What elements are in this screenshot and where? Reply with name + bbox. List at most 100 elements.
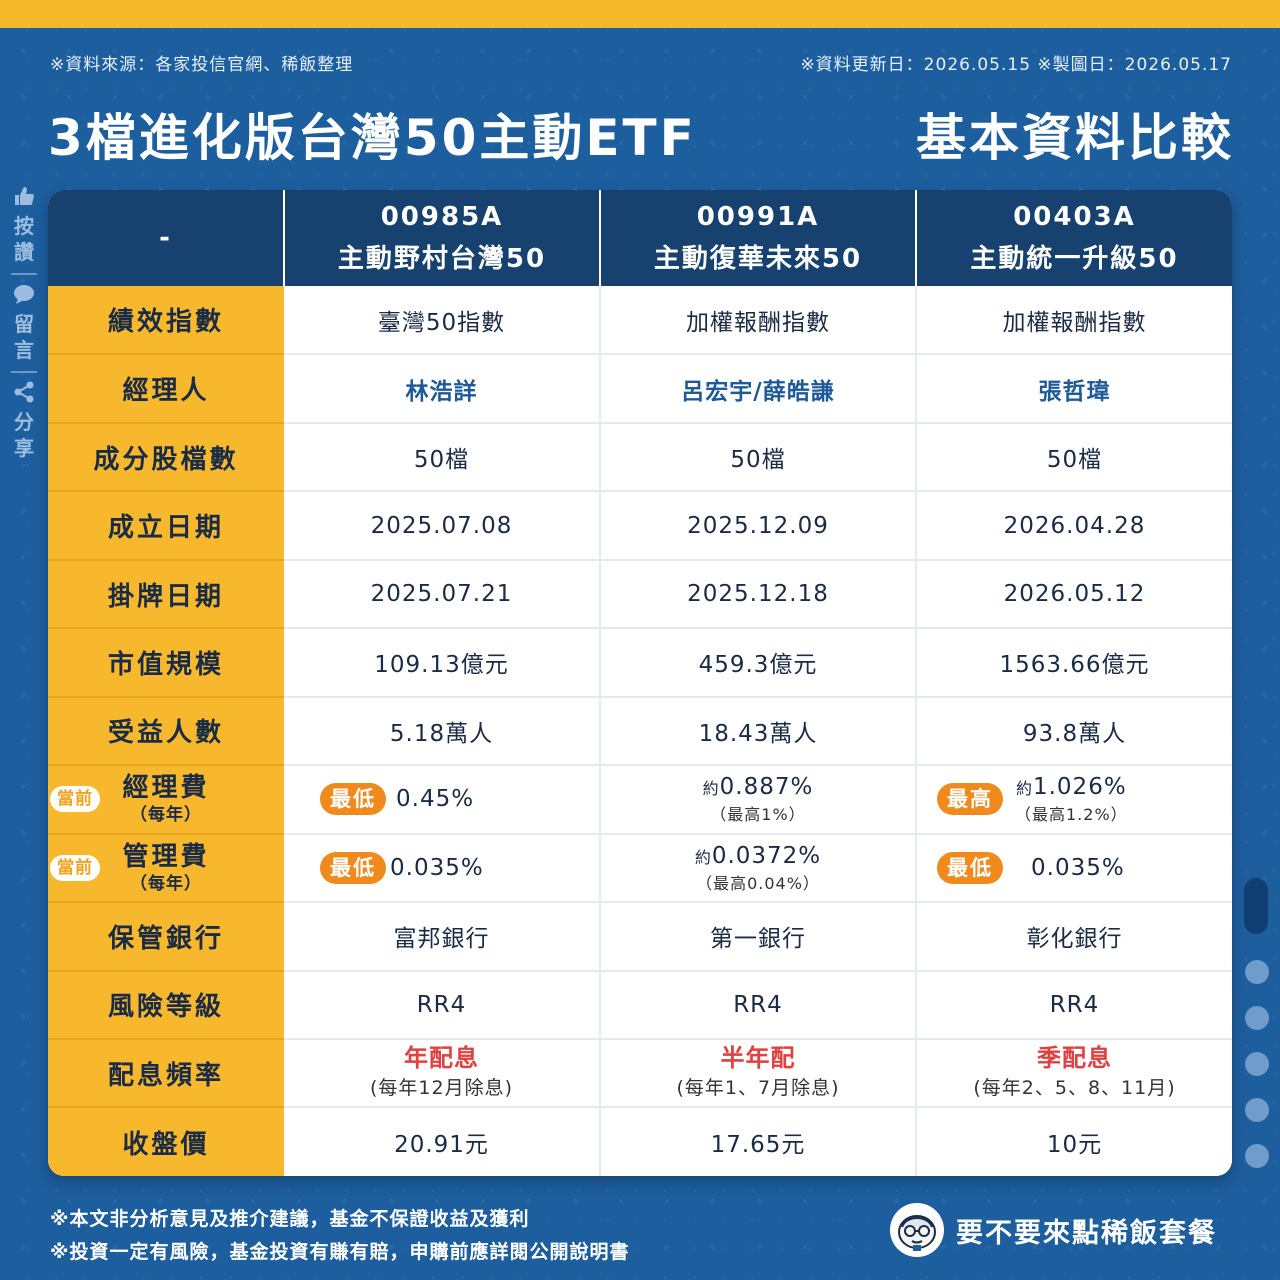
fee-value: 0.035% bbox=[390, 854, 484, 881]
row-label: 管理費 （每年） bbox=[122, 841, 210, 894]
table-cell: RR4 bbox=[600, 970, 917, 1040]
table-cell: 20.91元 bbox=[284, 1107, 601, 1176]
sidebar-divider bbox=[11, 371, 37, 373]
table-row-custody-fee: 當前 管理費 （每年） 最低 0.035% 約0.0372% （最高0.04%） … bbox=[48, 833, 1232, 904]
table-cell: RR4 bbox=[284, 970, 601, 1040]
row-label: 配息頻率 bbox=[48, 1038, 284, 1109]
current-tag: 當前 bbox=[50, 854, 100, 881]
comment-label[interactable]: 留言 bbox=[14, 312, 34, 362]
page-dot[interactable] bbox=[1245, 1006, 1269, 1030]
table-cell: 17.65元 bbox=[600, 1107, 917, 1176]
thumbs-up-icon[interactable] bbox=[6, 185, 42, 213]
title-sub: 基本資料比較 bbox=[916, 109, 1234, 167]
table-cell: 最低 0.45% bbox=[284, 765, 601, 835]
table-cell: 50檔 bbox=[284, 422, 601, 493]
table-cell: 年配息 (每年12月除息) bbox=[284, 1038, 601, 1109]
dividend-detail: (每年1、7月除息) bbox=[676, 1077, 840, 1100]
row-label: 風險等級 bbox=[48, 970, 284, 1040]
table-row-listing: 掛牌日期 2025.07.21 2025.12.18 2026.05.12 bbox=[48, 559, 1232, 630]
fund-header: 00985A 主動野村台灣50 bbox=[284, 190, 601, 286]
row-label: 收盤價 bbox=[48, 1107, 284, 1176]
table-row-manager: 經理人 林浩詳 呂宏宇/薛皓謙 張哲瑋 bbox=[48, 354, 1232, 424]
table-cell: 富邦銀行 bbox=[284, 902, 601, 972]
table-cell: 2025.07.21 bbox=[284, 559, 601, 630]
page-dot[interactable] bbox=[1245, 1052, 1269, 1076]
row-label-fee: 當前 管理費 （每年） bbox=[48, 833, 284, 904]
table-cell: 5.18萬人 bbox=[284, 696, 601, 767]
scroll-handle[interactable] bbox=[1244, 878, 1268, 934]
current-tag: 當前 bbox=[50, 786, 100, 813]
lowest-badge: 最低 bbox=[320, 851, 386, 884]
table-cell: 50檔 bbox=[916, 422, 1232, 493]
fund-header: 00991A 主動復華未來50 bbox=[600, 190, 917, 286]
fee-value: 0.45% bbox=[396, 786, 475, 813]
dividend-detail: (每年2、5、8、11月) bbox=[973, 1077, 1176, 1100]
row-label: 成立日期 bbox=[48, 491, 284, 561]
table-cell: 1563.66億元 bbox=[916, 628, 1232, 698]
like-label[interactable]: 按讚 bbox=[14, 214, 34, 264]
table-cell: 加權報酬指數 bbox=[600, 286, 917, 356]
brand-name: 要不要來點稀飯套餐 bbox=[956, 1217, 1217, 1249]
row-label: 保管銀行 bbox=[48, 902, 284, 972]
table-row-index: 績效指數 臺灣50指數 加權報酬指數 加權報酬指數 bbox=[48, 286, 1232, 356]
table-cell: 半年配 (每年1、7月除息) bbox=[600, 1038, 917, 1109]
table-cell: 2025.12.18 bbox=[600, 559, 917, 630]
share-icon[interactable] bbox=[6, 381, 42, 409]
row-label: 經理人 bbox=[48, 354, 284, 424]
table-row-holders: 受益人數 5.18萬人 18.43萬人 93.8萬人 bbox=[48, 696, 1232, 767]
manager-cell: 林浩詳 bbox=[284, 354, 601, 424]
page-title: 3檔進化版台灣50主動ETF 基本資料比較 bbox=[48, 98, 1234, 170]
page-dot[interactable] bbox=[1245, 1098, 1269, 1122]
table-row-risk: 風險等級 RR4 RR4 RR4 bbox=[48, 970, 1232, 1040]
dividend-frequency: 半年配 bbox=[720, 1044, 796, 1073]
dividend-frequency: 季配息 bbox=[1037, 1044, 1112, 1073]
table-cell: 最低 0.035% bbox=[916, 833, 1232, 904]
table-cell: 109.13億元 bbox=[284, 628, 601, 698]
source-note: ※資料來源：各家投信官網、稀飯整理 bbox=[50, 55, 354, 75]
table-cell: 最高 約1.026% （最高1.2%） bbox=[916, 765, 1232, 835]
date-note: ※資料更新日：2026.05.15 ※製圖日：2026.05.17 bbox=[800, 55, 1232, 75]
table-cell: 50檔 bbox=[600, 422, 917, 493]
fee-cap-note: （最高0.04%） bbox=[696, 873, 820, 893]
table-cell: 最低 0.035% bbox=[284, 833, 601, 904]
brand-signature: 要不要來點稀飯套餐 bbox=[890, 1200, 1234, 1260]
table-cell: 約0.887% （最高1%） bbox=[600, 765, 917, 835]
table-cell: 加權報酬指數 bbox=[916, 286, 1232, 356]
table-row-price: 收盤價 20.91元 17.65元 10元 bbox=[48, 1107, 1232, 1176]
table-cell: 臺灣50指數 bbox=[284, 286, 601, 356]
social-sidebar: 按讚 留言 分享 bbox=[6, 185, 42, 461]
page-dot[interactable] bbox=[1245, 1144, 1269, 1168]
table-header-row: - 00985A 主動野村台灣50 00991A 主動復華未來50 00403A 主動… bbox=[48, 190, 1232, 286]
fee-value: 約0.887% bbox=[702, 774, 814, 801]
manager-cell: 張哲瑋 bbox=[916, 354, 1232, 424]
disclaimer-line: ※投資一定有風險，基金投資有賺有賠，申購前應詳閱公開說明書 bbox=[50, 1241, 630, 1263]
fee-cap-note: （最高1%） bbox=[710, 805, 806, 825]
table-row-inception: 成立日期 2025.07.08 2025.12.09 2026.04.28 bbox=[48, 491, 1232, 561]
table-cell: 彰化銀行 bbox=[916, 902, 1232, 972]
title-main: 3檔進化版台灣50主動ETF bbox=[48, 109, 697, 167]
table-cell: 季配息 (每年2、5、8、11月) bbox=[916, 1038, 1232, 1109]
share-label[interactable]: 分享 bbox=[14, 410, 34, 460]
highest-badge: 最高 bbox=[937, 783, 1003, 816]
top-accent-bar bbox=[0, 0, 1280, 28]
lowest-badge: 最低 bbox=[937, 851, 1003, 884]
table-cell: 第一銀行 bbox=[600, 902, 917, 972]
lowest-badge: 最低 bbox=[320, 783, 386, 816]
dividend-frequency: 年配息 bbox=[404, 1044, 479, 1073]
page-dot[interactable] bbox=[1245, 960, 1269, 984]
comment-bubble-icon[interactable] bbox=[6, 283, 42, 311]
table-cell: 10元 bbox=[916, 1107, 1232, 1176]
table-cell: RR4 bbox=[916, 970, 1232, 1040]
fee-value: 約1.026% bbox=[1015, 774, 1127, 801]
fee-value: 約0.0372% bbox=[694, 842, 822, 869]
table-cell: 18.43萬人 bbox=[600, 696, 917, 767]
fee-value: 0.035% bbox=[1031, 854, 1125, 881]
table-row-bank: 保管銀行 富邦銀行 第一銀行 彰化銀行 bbox=[48, 902, 1232, 972]
table-row-aum: 市值規模 109.13億元 459.3億元 1563.66億元 bbox=[48, 628, 1232, 698]
table-row-dividend: 配息頻率 年配息 (每年12月除息) 半年配 (每年1、7月除息) 季配息 (每… bbox=[48, 1038, 1232, 1109]
table-row-holdings: 成分股檔數 50檔 50檔 50檔 bbox=[48, 422, 1232, 493]
row-label: 成分股檔數 bbox=[48, 422, 284, 493]
row-label: 掛牌日期 bbox=[48, 559, 284, 630]
fund-header: 00403A 主動統一升級50 bbox=[916, 190, 1232, 286]
table-cell: 459.3億元 bbox=[600, 628, 917, 698]
